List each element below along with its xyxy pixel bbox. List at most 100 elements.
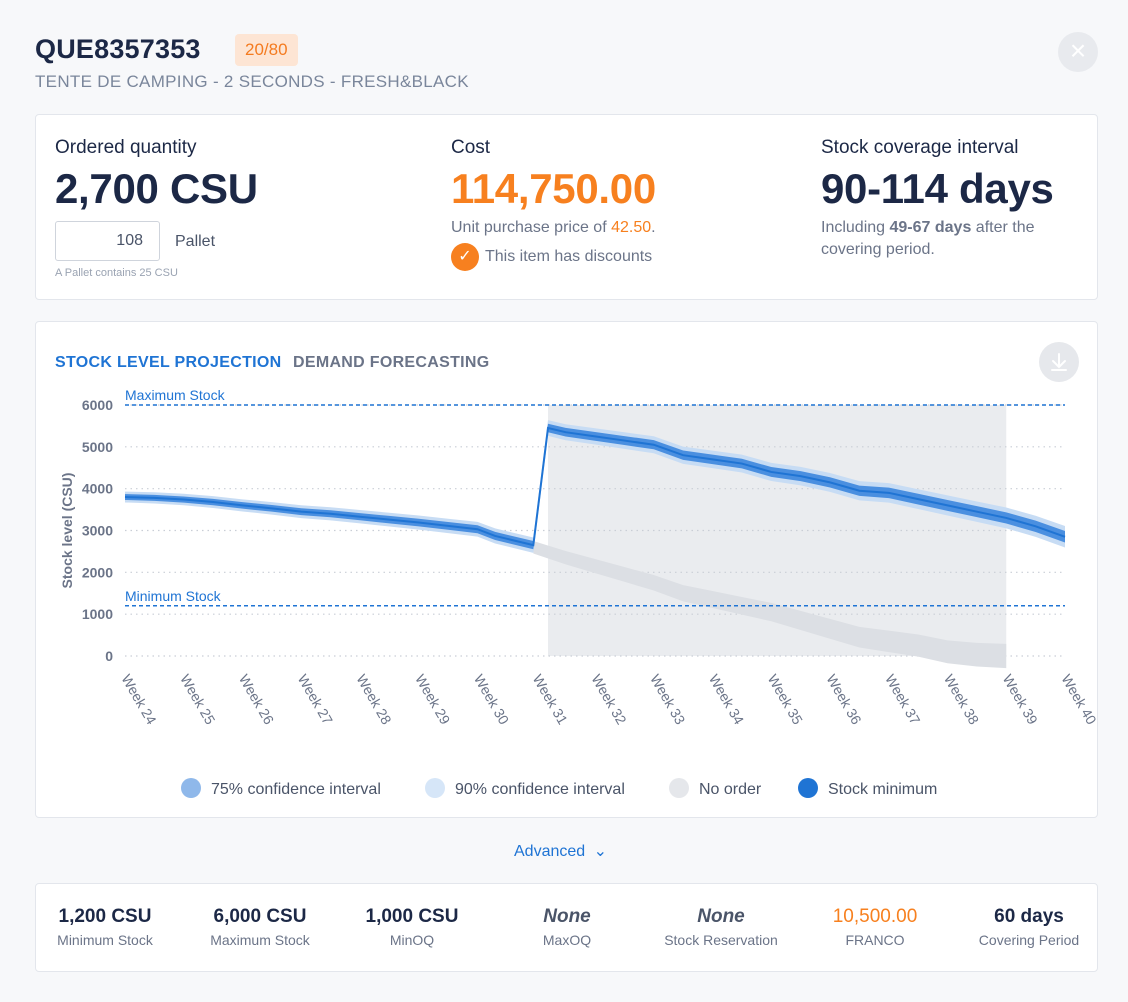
legend-no-order[interactable]: No order — [669, 778, 761, 799]
projection-line — [124, 426, 1066, 547]
stat-franco: 10,500.00 FRANCO — [825, 906, 925, 948]
x-tick-label: Week 31 — [530, 672, 571, 728]
legend-stock-minimum[interactable]: Stock minimum — [798, 778, 937, 799]
unit-price-text: Unit purchase price of 42.50. — [451, 217, 656, 239]
unit-price-value: 42.50 — [611, 219, 652, 236]
x-tick-label: Week 40 — [1058, 672, 1099, 728]
ordered-quantity-label: Ordered quantity — [55, 137, 197, 158]
minimum-stock-label: Minimum Stock — [125, 588, 222, 604]
pallet-note: A Pallet contains 25 CSU — [55, 267, 178, 279]
coverage-note-bold: 49-67 days — [889, 219, 972, 236]
stat-value: 10,500.00 — [832, 906, 918, 927]
stat-maxoq: None MaxOQ — [517, 906, 617, 948]
stat-label: Maximum Stock — [210, 932, 310, 948]
item-subtitle: TENTE DE CAMPING - 2 SECONDS - FRESH&BLA… — [35, 72, 469, 91]
unit-price-prefix: Unit purchase price of — [451, 219, 612, 236]
tab-stock-level-projection[interactable]: STOCK LEVEL PROJECTION — [55, 354, 282, 371]
x-tick-label: Week 34 — [706, 672, 747, 728]
coverage-note: Including 49-67 days after the covering p… — [821, 217, 1054, 261]
y-tick-label: 0 — [105, 648, 113, 664]
ordered-quantity-value: 2,700 CSU — [55, 165, 258, 212]
legend-stock-minimum-label: Stock minimum — [828, 781, 938, 798]
x-tick-label: Week 27 — [295, 672, 336, 728]
close-icon: × — [1069, 35, 1087, 66]
x-tick-label: Week 29 — [412, 672, 453, 728]
stat-label: FRANCO — [845, 932, 905, 948]
stat-label: MaxOQ — [542, 932, 592, 948]
discount-text: This item has discounts — [485, 248, 653, 266]
coverage-note-suffix: after the — [971, 219, 1035, 236]
stat-value: 6,000 CSU — [213, 906, 307, 927]
stat-label: Stock Reservation — [664, 932, 778, 948]
page-title: QUE8357353 — [35, 34, 201, 64]
stat-label: MinOQ — [389, 932, 435, 948]
coverage-note-prefix: Including — [821, 219, 890, 236]
stat-label: Minimum Stock — [57, 932, 153, 948]
cost-label: Cost — [451, 137, 491, 158]
coverage-section: Stock coverage interval 90-114 days Incl… — [821, 137, 1054, 261]
stat-covering-period: 60 days Covering Period — [974, 906, 1084, 948]
check-icon: ✓ — [451, 243, 479, 271]
close-button[interactable]: × — [1058, 32, 1098, 72]
stat-minimum-stock: 1,200 CSU Minimum Stock — [55, 906, 155, 948]
x-tick-label: Week 37 — [882, 672, 923, 728]
discount-note: ✓ This item has discounts — [451, 243, 656, 271]
x-tick-label: Week 33 — [647, 672, 688, 728]
x-tick-label: Week 26 — [236, 672, 277, 728]
legend-75[interactable]: 75% confidence interval — [181, 778, 381, 799]
advanced-toggle[interactable]: Advanced ⌄ — [514, 841, 607, 861]
y-tick-label: 2000 — [82, 564, 113, 580]
x-tick-label: Week 39 — [1000, 672, 1041, 728]
ordered-quantity-section: Ordered quantity 2,700 CSU — [55, 137, 258, 213]
y-tick-label: 5000 — [82, 439, 113, 455]
no-order-band — [533, 540, 1007, 669]
y-axis-label: Stock level (CSU) — [59, 473, 75, 589]
tab-demand-forecasting[interactable]: DEMAND FORECASTING — [293, 354, 490, 371]
chevron-down-icon: ⌄ — [593, 843, 608, 860]
maximum-stock-label: Maximum Stock — [125, 387, 226, 403]
x-tick-label: Week 36 — [823, 672, 864, 728]
stat-value: 1,200 CSU — [58, 906, 152, 927]
stat-value: 1,000 CSU — [365, 906, 459, 927]
pallet-quantity-input[interactable]: 108 — [55, 221, 160, 261]
download-icon — [1051, 353, 1067, 371]
parameters-card: 1,200 CSU Minimum Stock 6,000 CSU Maximum … — [35, 883, 1098, 972]
coverage-note-line2: covering period. — [821, 241, 935, 258]
x-tick-label: Week 38 — [941, 672, 982, 728]
stat-stock-reservation: None Stock Reservation — [656, 906, 786, 948]
coverage-label: Stock coverage interval — [821, 137, 1019, 158]
chart-card: 0 1000 2000 3000 4000 5000 6000 Stock level (CS… — [35, 321, 1099, 818]
legend-90-label: 90% confidence interval — [455, 781, 625, 798]
stock-chart: 0 1000 2000 3000 4000 5000 6000 Stock level (CS… — [59, 387, 1099, 728]
legend-90[interactable]: 90% confidence interval — [425, 778, 625, 799]
y-tick-label: 3000 — [82, 523, 113, 539]
y-tick-label: 1000 — [82, 606, 113, 622]
cost-section: Cost 114,750.00 Unit purchase price of 4… — [451, 137, 656, 271]
y-tick-label: 6000 — [82, 397, 113, 413]
status-badge: 20/80 — [235, 34, 298, 66]
stat-value: None — [697, 906, 745, 927]
legend-no-order-label: No order — [699, 781, 762, 798]
confidence-band-75 — [125, 423, 1065, 550]
x-tick-label: Week 24 — [118, 672, 159, 728]
summary-card: Ordered quantity 2,700 CSU 108 Pallet A … — [35, 114, 1098, 300]
legend-75-label: 75% confidence interval — [211, 781, 381, 798]
stat-value: 60 days — [994, 906, 1064, 927]
x-tick-label: Week 32 — [588, 672, 629, 728]
stat-label: Covering Period — [978, 932, 1080, 948]
x-tick-label: Week 35 — [765, 672, 806, 728]
coverage-value: 90-114 days — [821, 165, 1054, 212]
legend-90-dot — [425, 778, 445, 798]
stat-maximum-stock: 6,000 CSU Maximum Stock — [205, 906, 315, 948]
header: QUE8357353 20/80 — [35, 34, 298, 66]
pallet-unit-label: Pallet — [175, 233, 216, 250]
legend-no-order-dot — [669, 778, 689, 798]
legend-stock-minimum-dot — [798, 778, 818, 798]
x-tick-label: Week 28 — [353, 672, 394, 728]
advanced-label: Advanced — [514, 843, 586, 860]
y-tick-label: 4000 — [82, 481, 113, 497]
download-button[interactable] — [1039, 342, 1079, 382]
x-tick-label: Week 25 — [177, 672, 218, 728]
cost-value: 114,750.00 — [451, 165, 656, 212]
unit-price-suffix: . — [651, 219, 656, 236]
